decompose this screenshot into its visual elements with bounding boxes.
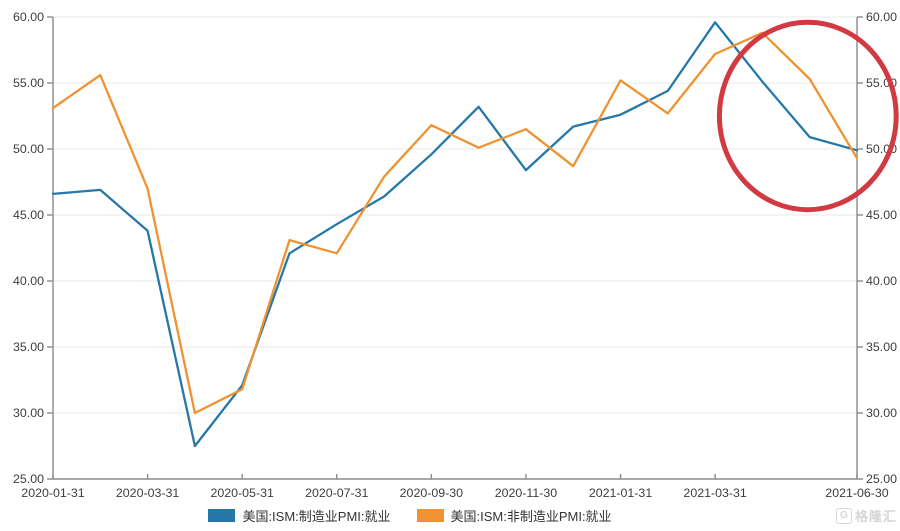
x-axis-tick-label: 2020-01-31 [21, 486, 84, 500]
legend-item-manufacturing-pmi[interactable]: 美国:ISM:制造业PMI:就业 [208, 506, 391, 525]
x-axis-tick-label: 2021-03-31 [683, 486, 746, 500]
watermark-text: 格隆汇 [854, 509, 897, 524]
x-axis-tick-label: 2020-03-31 [116, 486, 179, 500]
legend-label-non-manufacturing: 美国:ISM:非制造业PMI:就业 [450, 509, 612, 524]
x-axis-tick-label: 2020-11-30 [495, 486, 558, 500]
highlight-circle-annotation [716, 19, 899, 213]
y-axis-tick-label-left: 45.00 [13, 208, 44, 222]
y-axis-tick-label-right: 30.00 [866, 406, 897, 420]
y-axis-tick-label-right: 60.00 [866, 10, 897, 24]
x-axis-tick-label: 2020-07-31 [305, 486, 368, 500]
watermark-gelonghui: G 格隆汇 [835, 506, 897, 525]
gelonghui-logo-icon: G [835, 507, 852, 524]
x-axis-tick-label: 2020-05-31 [210, 486, 273, 500]
y-axis-tick-label-left: 60.00 [13, 10, 44, 24]
legend-item-non-manufacturing-pmi[interactable]: 美国:ISM:非制造业PMI:就业 [416, 506, 612, 525]
legend: 美国:ISM:制造业PMI:就业 美国:ISM:非制造业PMI:就业 [0, 506, 820, 525]
legend-label-manufacturing: 美国:ISM:制造业PMI:就业 [242, 509, 391, 524]
y-axis-tick-label-left: 25.00 [13, 472, 44, 486]
y-axis-tick-label-left: 30.00 [13, 406, 44, 420]
legend-swatch-manufacturing-icon [208, 509, 236, 522]
y-axis-tick-label-left: 40.00 [13, 274, 44, 288]
x-axis-tick-label: 2020-09-30 [400, 486, 463, 500]
x-axis-tick-label: 2021-06-30 [825, 486, 888, 500]
y-axis-tick-label-right: 25.00 [866, 472, 897, 486]
y-axis-tick-label-right: 35.00 [866, 340, 897, 354]
legend-swatch-non-manufacturing-icon [416, 509, 444, 522]
y-axis-tick-label-left: 35.00 [13, 340, 44, 354]
y-axis-tick-label-left: 55.00 [13, 76, 44, 90]
y-axis-tick-label-left: 50.00 [13, 142, 44, 156]
y-axis-tick-label-right: 45.00 [866, 208, 897, 222]
x-axis-tick-label: 2021-01-31 [589, 486, 652, 500]
y-axis-tick-label-right: 40.00 [866, 274, 897, 288]
series-line-manufacturing [51, 21, 859, 448]
series-line-non-manufacturing [51, 31, 859, 415]
